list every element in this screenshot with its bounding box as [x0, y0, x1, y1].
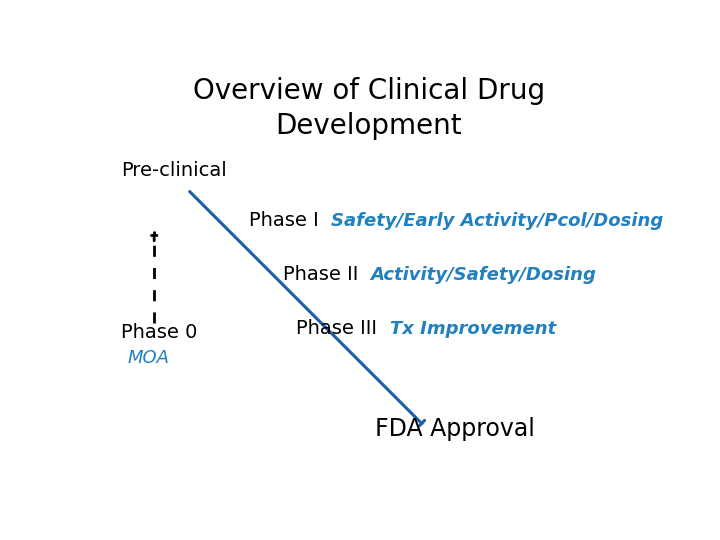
Text: Safety/Early Activity/Pcol/Dosing: Safety/Early Activity/Pcol/Dosing [331, 212, 664, 230]
Text: Pre-clinical: Pre-clinical [121, 161, 226, 180]
Text: FDA Approval: FDA Approval [374, 417, 534, 441]
Text: Phase 0: Phase 0 [121, 323, 197, 342]
Text: Phase III: Phase III [297, 319, 390, 339]
Text: Activity/Safety/Dosing: Activity/Safety/Dosing [370, 266, 596, 284]
Text: MOA: MOA [128, 349, 170, 367]
Text: Phase I: Phase I [249, 211, 331, 230]
Text: Overview of Clinical Drug
Development: Overview of Clinical Drug Development [193, 77, 545, 140]
Text: Phase II: Phase II [282, 265, 370, 284]
Text: Tx Improvement: Tx Improvement [390, 320, 557, 338]
